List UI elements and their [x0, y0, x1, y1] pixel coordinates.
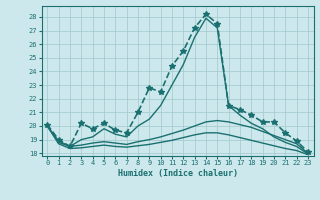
- X-axis label: Humidex (Indice chaleur): Humidex (Indice chaleur): [118, 169, 237, 178]
